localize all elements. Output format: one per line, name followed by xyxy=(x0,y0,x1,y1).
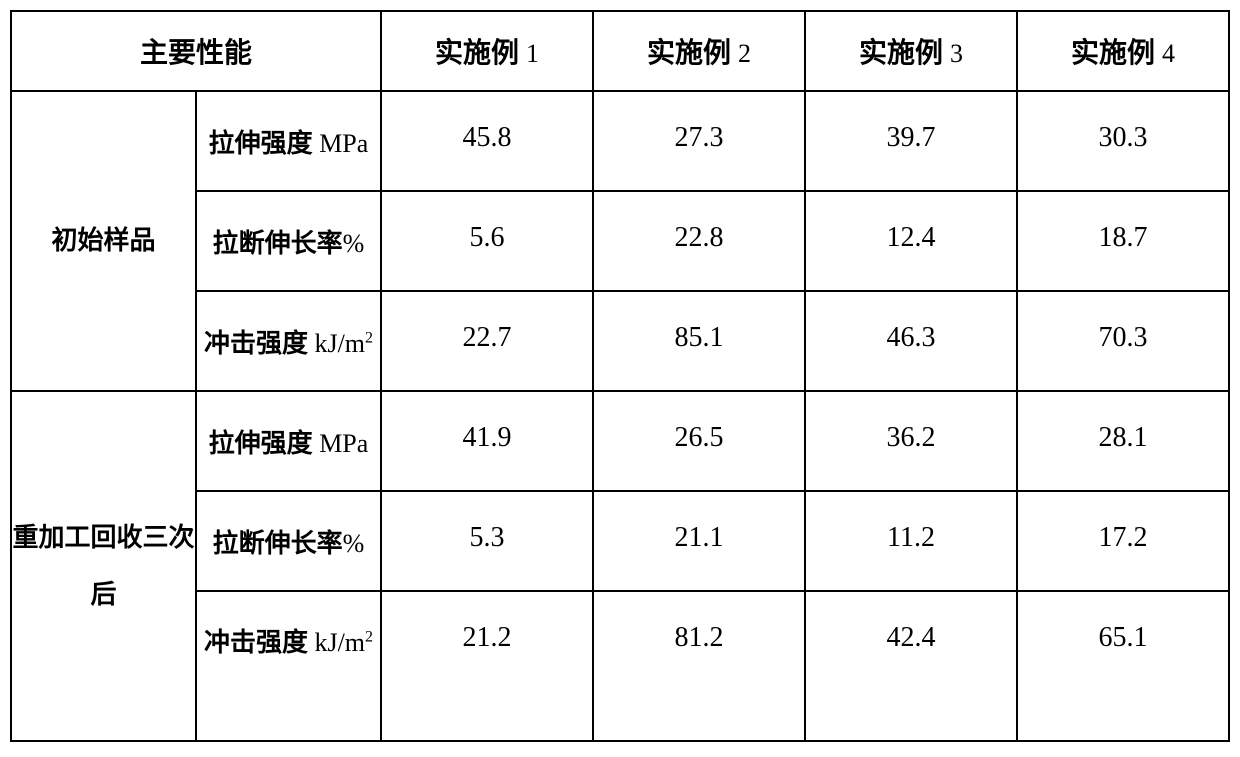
data-cell: 18.7 xyxy=(1017,191,1229,291)
data-cell: 81.2 xyxy=(593,591,805,741)
data-cell: 22.7 xyxy=(381,291,593,391)
property-impact-strength: 冲击强度 kJ/m2 xyxy=(196,291,381,391)
table-row: 重加工回收三次后 拉伸强度 MPa 41.9 26.5 36.2 28.1 xyxy=(11,391,1229,491)
header-col-3-prefix: 实施例 xyxy=(859,38,943,69)
data-cell: 22.8 xyxy=(593,191,805,291)
header-col-4: 实施例 4 xyxy=(1017,11,1229,91)
header-col-3: 实施例 3 xyxy=(805,11,1017,91)
header-col-2-prefix: 实施例 xyxy=(647,38,731,69)
property-elongation: 拉断伸长率% xyxy=(196,491,381,591)
data-cell: 85.1 xyxy=(593,291,805,391)
data-cell: 46.3 xyxy=(805,291,1017,391)
header-col-4-prefix: 实施例 xyxy=(1071,38,1155,69)
header-col-1-prefix: 实施例 xyxy=(435,38,519,69)
header-col-4-num: 4 xyxy=(1162,39,1175,68)
header-row: 主要性能 实施例 1 实施例 2 实施例 3 实施例 4 xyxy=(11,11,1229,91)
header-col-3-num: 3 xyxy=(950,39,963,68)
header-main-property: 主要性能 xyxy=(11,11,381,91)
data-cell: 21.1 xyxy=(593,491,805,591)
data-cell: 39.7 xyxy=(805,91,1017,191)
data-cell: 28.1 xyxy=(1017,391,1229,491)
header-col-2-num: 2 xyxy=(738,39,751,68)
data-cell: 42.4 xyxy=(805,591,1017,741)
data-cell: 65.1 xyxy=(1017,591,1229,741)
data-cell: 26.5 xyxy=(593,391,805,491)
data-cell: 70.3 xyxy=(1017,291,1229,391)
data-cell: 12.4 xyxy=(805,191,1017,291)
data-cell: 21.2 xyxy=(381,591,593,741)
data-cell: 45.8 xyxy=(381,91,593,191)
data-cell: 27.3 xyxy=(593,91,805,191)
header-col-1: 实施例 1 xyxy=(381,11,593,91)
data-cell: 5.3 xyxy=(381,491,593,591)
group-label-reprocessed: 重加工回收三次后 xyxy=(11,391,196,741)
property-tensile-strength: 拉伸强度 MPa xyxy=(196,391,381,491)
data-cell: 30.3 xyxy=(1017,91,1229,191)
data-cell: 5.6 xyxy=(381,191,593,291)
group-label-initial: 初始样品 xyxy=(11,91,196,391)
data-cell: 41.9 xyxy=(381,391,593,491)
property-impact-strength: 冲击强度 kJ/m2 xyxy=(196,591,381,741)
header-col-1-num: 1 xyxy=(526,39,539,68)
data-cell: 36.2 xyxy=(805,391,1017,491)
header-col-2: 实施例 2 xyxy=(593,11,805,91)
table-row: 初始样品 拉伸强度 MPa 45.8 27.3 39.7 30.3 xyxy=(11,91,1229,191)
data-cell: 17.2 xyxy=(1017,491,1229,591)
property-tensile-strength: 拉伸强度 MPa xyxy=(196,91,381,191)
property-elongation: 拉断伸长率% xyxy=(196,191,381,291)
data-cell: 11.2 xyxy=(805,491,1017,591)
performance-table: 主要性能 实施例 1 实施例 2 实施例 3 实施例 4 初始样品 拉伸强度 M… xyxy=(10,10,1230,742)
